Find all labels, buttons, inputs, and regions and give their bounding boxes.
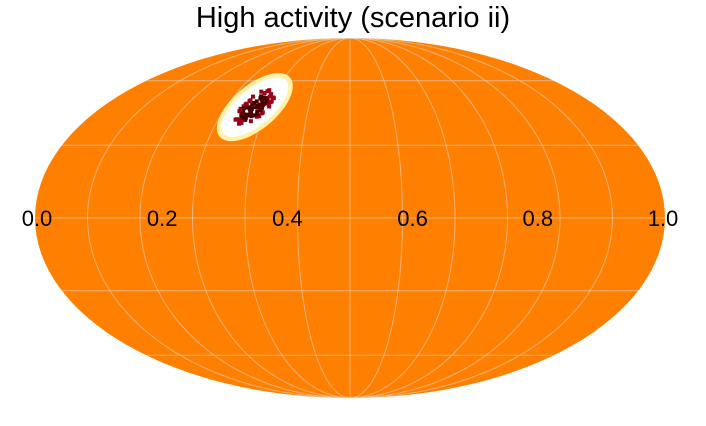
hotspot-pixel [259, 94, 264, 99]
hotspot-pixel [267, 94, 272, 99]
tick-label: 0.4 [272, 206, 303, 231]
hotspot-pixel [248, 119, 253, 124]
hotspot-pixel [242, 106, 247, 111]
hotspot-pixel [243, 115, 248, 120]
hotspot-pixel [257, 114, 262, 119]
hotspot-pixel [244, 101, 249, 106]
hotspot-pixel [238, 106, 243, 111]
hotspot-pixel [259, 89, 264, 94]
hotspot-pixel [260, 105, 265, 110]
hotspot-pixel [247, 106, 252, 111]
hotspot-pixel [249, 110, 254, 115]
hotspot-pixel [233, 117, 238, 122]
hotspot-pixel [257, 102, 262, 107]
hotspot-pixel [245, 105, 250, 110]
hotspot-region [216, 73, 293, 142]
tick-label: 0.0 [22, 206, 53, 231]
hotspot-pixel [237, 109, 242, 114]
hotspot-pixel [260, 110, 265, 115]
tick-label: 1.0 [648, 206, 679, 231]
hotspot-pixel [255, 103, 260, 108]
tick-label: 0.6 [397, 206, 428, 231]
hotspot-pixel [253, 105, 258, 110]
tick-label: 0.8 [523, 206, 554, 231]
tick-label: 0.2 [147, 206, 178, 231]
hotspot-pixel [265, 89, 270, 94]
hotspot-pixel [252, 101, 257, 105]
hotspot-pixel [269, 99, 274, 104]
hotspot-pixel [247, 99, 252, 104]
chart-title: High activity (scenario ii) [195, 2, 511, 34]
hotspot-pixel [239, 111, 244, 116]
hotspot-pixel [254, 99, 259, 104]
hotspot-pixel [260, 99, 265, 104]
hotspot-pixel [251, 94, 255, 99]
graticule [35, 38, 665, 398]
hotspot-pixel [271, 95, 275, 100]
hotspot-pixel [264, 96, 269, 101]
hotspot-pixel [251, 113, 256, 118]
hotspot-pixel [266, 102, 271, 107]
hotspot-pixel [257, 108, 262, 113]
hotspot-pixel [244, 113, 249, 118]
hotspot-pixel [262, 91, 267, 96]
hotspot-pixel [264, 98, 269, 103]
hotspot-pixel [261, 95, 266, 100]
hotspot-pixel [255, 110, 260, 115]
hotspot-pixel [240, 114, 245, 119]
colorbar-tick-labels: 0.0 0.2 0.4 0.6 0.8 1.0 [22, 206, 679, 231]
hotspot-pixel [269, 92, 274, 97]
hotspot-pixel [237, 121, 241, 126]
hotspot-pixel [250, 102, 255, 107]
hotspot-pixel [260, 103, 265, 108]
hotspot-pixel [237, 118, 242, 123]
